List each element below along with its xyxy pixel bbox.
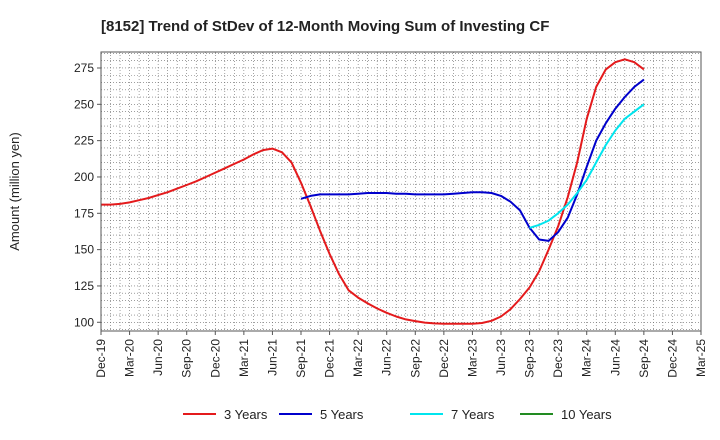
x-tick-label: Sep-23 xyxy=(523,339,537,378)
x-tick-label: Dec-22 xyxy=(437,339,451,378)
plot-frame xyxy=(100,51,702,332)
x-tick-label: Sep-22 xyxy=(408,339,422,378)
x-tick-label: Mar-22 xyxy=(351,339,365,377)
x-tick-label: Sep-24 xyxy=(637,339,651,378)
x-tick-label: Sep-21 xyxy=(294,339,308,378)
y-tick-label: 225 xyxy=(74,134,94,148)
x-tick-label: Sep-20 xyxy=(180,339,194,378)
series-line-2 xyxy=(300,78,645,242)
y-tick-label: 100 xyxy=(74,315,94,329)
x-axis: Dec-19 Mar-20 Jun-20 Sep-20 Dec-20 Mar-21 Jun-… xyxy=(94,331,708,378)
y-tick-label: 125 xyxy=(74,279,94,293)
x-tick-label: Jun-21 xyxy=(265,339,279,376)
chart-title: [8152] Trend of StDev of 12-Month Moving… xyxy=(101,18,549,35)
legend-label-2: 5 Years xyxy=(320,407,364,422)
legend-label-3: 7 Years xyxy=(451,407,495,422)
x-tick-label: Mar-21 xyxy=(237,339,251,377)
series-line-1 xyxy=(101,58,645,325)
legend: 3 Years 5 Years 7 Years 10 Years xyxy=(183,407,612,422)
plot-series xyxy=(101,58,645,325)
y-tick-label: 150 xyxy=(74,243,94,257)
x-tick-label: Jun-22 xyxy=(380,339,394,376)
legend-label-4: 10 Years xyxy=(561,407,612,422)
x-tick-label: Mar-20 xyxy=(123,339,137,377)
grid xyxy=(101,52,701,331)
x-tick-label: Jun-23 xyxy=(494,339,508,376)
x-tick-label: Mar-23 xyxy=(465,339,479,377)
y-axis: 100 125 150 175 200 225 250 275 xyxy=(74,61,101,329)
y-tick-label: 250 xyxy=(74,97,94,111)
series-line-3 xyxy=(529,103,645,229)
x-tick-label: Dec-20 xyxy=(208,339,222,378)
x-tick-label: Jun-24 xyxy=(608,339,622,376)
x-tick-label: Dec-24 xyxy=(665,339,679,378)
x-tick-label: Dec-19 xyxy=(94,339,108,378)
y-tick-label: 200 xyxy=(74,170,94,184)
x-tick-label: Jun-20 xyxy=(151,339,165,376)
x-tick-label: Dec-23 xyxy=(551,339,565,378)
y-tick-label: 275 xyxy=(74,61,94,75)
x-tick-label: Dec-21 xyxy=(323,339,337,378)
x-tick-label: Mar-25 xyxy=(694,339,708,377)
legend-label-1: 3 Years xyxy=(224,407,268,422)
y-tick-label: 175 xyxy=(74,206,94,220)
x-tick-label: Mar-24 xyxy=(580,339,594,377)
y-axis-label: Amount (million yen) xyxy=(7,132,22,251)
